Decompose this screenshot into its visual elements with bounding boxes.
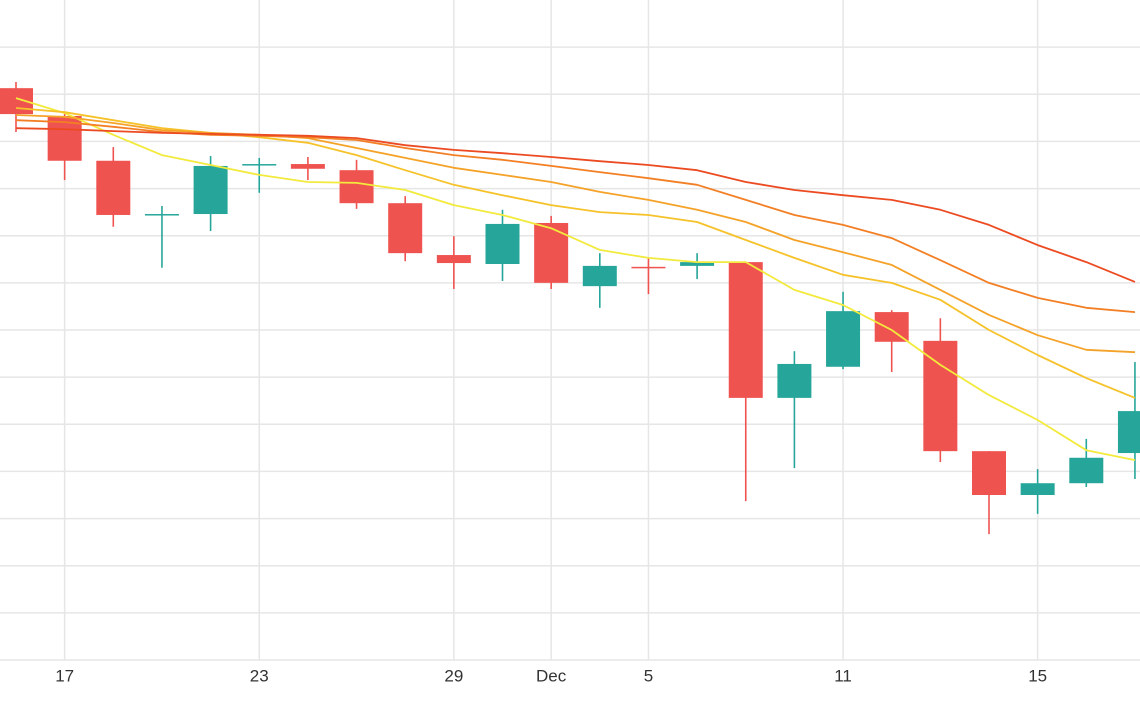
candle-body — [290, 164, 325, 169]
x-tick-label: 11 — [834, 666, 852, 685]
x-tick-label: 5 — [644, 666, 653, 685]
candle-body — [972, 451, 1006, 495]
candle-body — [777, 363, 812, 398]
x-tick-label: 29 — [444, 666, 463, 685]
candle-body — [436, 255, 471, 264]
candle-body — [144, 214, 179, 216]
candle-body — [728, 262, 763, 398]
candle-body — [1020, 483, 1055, 495]
x-tick-label: 23 — [250, 666, 269, 685]
candle-body — [485, 223, 520, 264]
candle-body — [826, 311, 861, 367]
candle-body — [96, 160, 131, 215]
candle-body — [1069, 457, 1104, 484]
x-tick-label: 17 — [55, 666, 74, 685]
candle-body — [193, 165, 228, 215]
moving-average-line — [15, 114, 1136, 354]
candle-body — [923, 340, 958, 452]
x-tick-label: 15 — [1028, 666, 1047, 685]
candle-body — [534, 222, 569, 283]
candle-body — [582, 265, 617, 287]
candle-body — [680, 262, 715, 266]
moving-average-line — [15, 97, 1136, 461]
candle-body — [631, 266, 666, 269]
candle-body — [339, 170, 374, 204]
candle-body — [388, 203, 423, 254]
candle-body — [874, 312, 909, 342]
candle-body — [242, 164, 277, 166]
candle-body — [1117, 411, 1140, 454]
moving-average-line — [15, 127, 1136, 283]
x-tick-label: Dec — [536, 666, 567, 685]
